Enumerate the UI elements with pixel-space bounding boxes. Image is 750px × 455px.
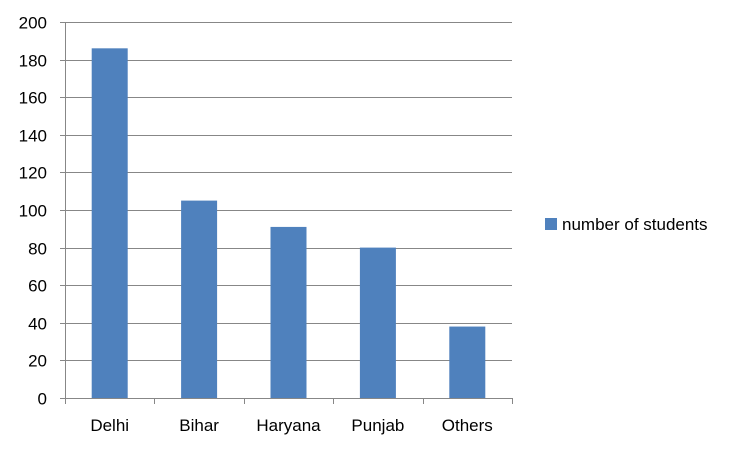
bar-punjab	[359, 247, 396, 398]
legend-swatch	[545, 218, 557, 230]
x-category-label: Bihar	[179, 416, 219, 435]
bar-bihar	[181, 200, 218, 398]
bars	[91, 48, 486, 398]
y-tick-label: 100	[19, 202, 47, 221]
bar-delhi	[91, 48, 128, 398]
axes	[60, 22, 513, 404]
y-tick-labels: 0 20 40 60 80 100 120 140 160 180 200	[19, 14, 47, 409]
y-tick-label: 160	[19, 89, 47, 108]
y-tick-label: 0	[38, 390, 47, 409]
bar-others	[449, 326, 486, 398]
x-category-labels: Delhi Bihar Haryana Punjab Others	[90, 416, 492, 435]
y-tick-label: 180	[19, 52, 47, 71]
y-tick-label: 200	[19, 14, 47, 33]
y-tick-label: 40	[28, 315, 47, 334]
y-tick-label: 140	[19, 127, 47, 146]
y-tick-label: 120	[19, 164, 47, 183]
y-tick-label: 60	[28, 277, 47, 296]
bar-haryana	[270, 226, 307, 398]
legend: number of students	[545, 215, 708, 234]
x-category-label: Others	[442, 416, 493, 435]
gridlines	[65, 22, 512, 361]
y-tick-label: 20	[28, 352, 47, 371]
y-tick-label: 80	[28, 240, 47, 259]
x-category-label: Delhi	[90, 416, 129, 435]
legend-label: number of students	[562, 215, 708, 234]
x-category-label: Haryana	[256, 416, 321, 435]
x-category-label: Punjab	[351, 416, 404, 435]
